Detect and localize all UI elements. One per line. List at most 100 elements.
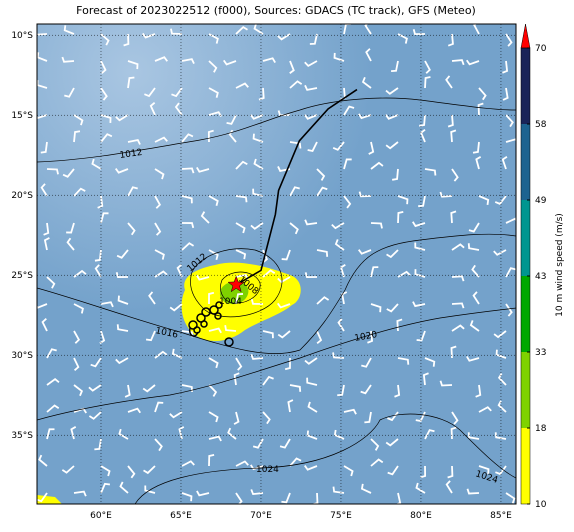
wind-barb (262, 330, 274, 339)
lat-tick-label: 20°S (11, 191, 33, 201)
wind-barb (196, 490, 210, 497)
wind-barb (316, 249, 329, 257)
wind-barb (412, 29, 426, 35)
wind-barb (40, 183, 48, 197)
wind-barb (226, 114, 237, 125)
wind-barb (208, 249, 219, 261)
wind-barb (316, 186, 328, 197)
wind-barb (394, 384, 401, 398)
wind-barb (208, 453, 215, 467)
wind-barb (154, 438, 163, 452)
wind-barb (289, 186, 300, 197)
wind-barb (397, 33, 408, 44)
wind-barb (370, 438, 380, 451)
wind-barb (397, 195, 409, 205)
wind-barb (472, 141, 480, 154)
wind-barb (471, 264, 480, 278)
wind-barb (181, 58, 195, 65)
wind-barb (127, 222, 136, 236)
colorbar-tick-label: 49 (535, 196, 547, 206)
colorbar-tick-label: 18 (535, 424, 547, 434)
wind-barb (361, 357, 372, 368)
wind-barb (415, 482, 426, 494)
wind-barb (304, 219, 318, 226)
wind-barb (73, 490, 87, 497)
wind-barb (450, 210, 457, 224)
wind-barb (501, 156, 508, 170)
lon-tick-label: 65°E (170, 511, 192, 521)
wind-barb (208, 411, 219, 423)
wind-barb (262, 249, 268, 263)
wind-barb (66, 222, 75, 234)
wind-barb (154, 249, 165, 260)
wind-barb (100, 87, 108, 101)
colorbar-tick-label: 43 (535, 272, 546, 282)
wind-barb (277, 33, 291, 41)
wind-barb (343, 408, 357, 415)
wind-barb (478, 406, 492, 413)
isobar (190, 248, 283, 318)
wind-barb (253, 158, 264, 170)
wind-barb (337, 384, 345, 397)
wind-barb (208, 291, 215, 305)
wind-barb (208, 384, 218, 397)
wind-barb (337, 318, 345, 332)
wind-barb (370, 222, 383, 229)
wind-barb (450, 426, 457, 440)
wind-barb (154, 195, 162, 209)
colorbar-segment (521, 428, 530, 504)
wind-barb (447, 465, 454, 479)
wind-barb (46, 404, 60, 413)
wind-barb (174, 102, 183, 116)
wind-barb (505, 33, 513, 47)
wind-barb (100, 301, 114, 308)
isobar-label: 1024 (256, 465, 279, 475)
wind-barb (358, 113, 372, 120)
isobar-label: 1016 (154, 326, 179, 341)
wind-barb (385, 438, 399, 447)
wind-barb (385, 141, 399, 150)
wind-barb (416, 330, 426, 342)
wind-barb (43, 222, 50, 236)
wind-barb (46, 348, 57, 359)
map-frame (36, 23, 517, 505)
colorbar-tick-label: 10 (535, 500, 547, 510)
wind-barb (497, 400, 507, 413)
wind-barb (43, 237, 50, 251)
wind-barb (450, 129, 457, 143)
wind-barb (208, 435, 222, 442)
wind-barb (181, 133, 194, 143)
wind-barb (289, 80, 303, 89)
wind-barb (154, 136, 168, 143)
wind-barb (447, 114, 454, 128)
wind-barb (343, 195, 352, 209)
isobar (37, 307, 516, 421)
wind-barb (119, 481, 129, 494)
wind-barb (40, 141, 48, 154)
wind-barb (94, 249, 102, 262)
wind-barb (424, 168, 437, 176)
wind-barb (235, 293, 244, 305)
wind-barb (124, 384, 131, 398)
wind-barb (171, 348, 183, 359)
wind-barb (439, 191, 453, 198)
wind-barb (46, 377, 60, 386)
wind-barb (208, 195, 219, 206)
lat-tick-label: 15°S (11, 111, 33, 121)
wind-barb (100, 212, 109, 224)
wind-barb (287, 399, 294, 413)
wind-barb (465, 59, 480, 66)
wind-barb (116, 324, 129, 332)
wind-barb (412, 301, 426, 308)
wind-barb (473, 24, 480, 35)
wind-barb (115, 357, 129, 365)
wind-barb (73, 187, 86, 197)
grid (37, 24, 516, 504)
wind-barb (494, 432, 507, 440)
colorbar-tick-label: 33 (535, 348, 546, 358)
wind-barb (360, 384, 372, 395)
wind-barb (100, 465, 111, 477)
wind-barb (61, 465, 75, 474)
wind-barb (289, 384, 302, 392)
wind-barb (281, 492, 291, 504)
